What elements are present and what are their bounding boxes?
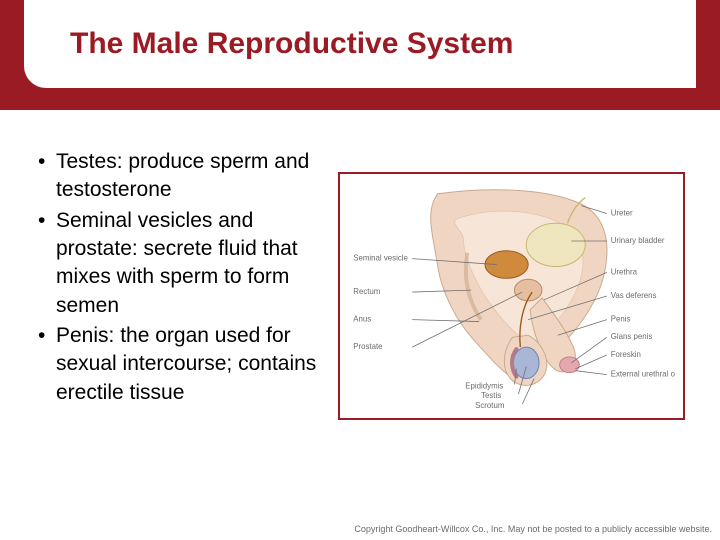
figure-label: Scrotum	[475, 401, 505, 410]
bullet-list: Testes: produce sperm and testosterone S…	[34, 148, 334, 409]
figure-label: Urethra	[611, 267, 638, 276]
figure-label: Vas deferens	[611, 291, 657, 300]
figure-label: Anus	[353, 315, 371, 324]
bullet-item: Penis: the organ used for sexual interco…	[34, 322, 334, 407]
figure-label: Epididymis	[465, 381, 503, 390]
figure-label: Prostate	[353, 342, 383, 351]
testis	[513, 347, 539, 378]
figure-label: External urethral orifice	[611, 370, 675, 379]
figure-label: Ureter	[611, 208, 633, 217]
bullet-item: Seminal vesicles and prostate: secrete f…	[34, 207, 334, 320]
figure-label: Seminal vesicle	[353, 254, 408, 263]
figure-label: Foreskin	[611, 350, 641, 359]
figure-label: Rectum	[353, 287, 381, 296]
title-plate: The Male Reproductive System	[24, 0, 696, 88]
copyright-text: Copyright Goodheart-Willcox Co., Inc. Ma…	[354, 524, 712, 534]
figure-label: Penis	[611, 315, 631, 324]
figure-label: Testis	[481, 391, 501, 400]
urinary-bladder	[526, 223, 585, 266]
slide-body: Testes: produce sperm and testosterone S…	[0, 138, 720, 498]
anatomy-figure-inner: Seminal vesicle Rectum Anus Prostate Ure…	[348, 182, 675, 410]
slide-title: The Male Reproductive System	[70, 27, 513, 61]
figure-label: Urinary bladder	[611, 236, 665, 245]
header-band: The Male Reproductive System	[0, 0, 720, 110]
anatomy-svg: Seminal vesicle Rectum Anus Prostate Ure…	[348, 182, 675, 410]
anatomy-figure: Seminal vesicle Rectum Anus Prostate Ure…	[338, 172, 685, 420]
figure-label: Glans penis	[611, 332, 653, 341]
bullet-item: Testes: produce sperm and testosterone	[34, 148, 334, 205]
